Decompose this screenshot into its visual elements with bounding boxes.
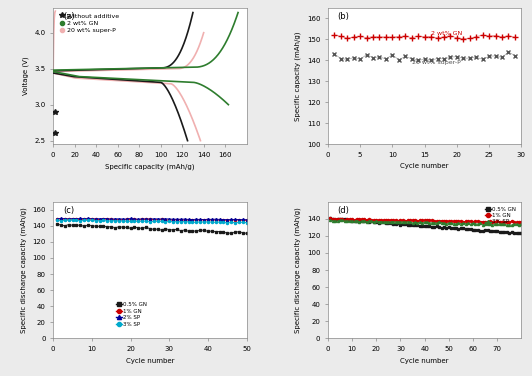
Text: 20 wt% super-P: 20 wt% super-P	[412, 60, 461, 65]
Legend: Without additive, 2 wt% GN, 20 wt% super-P: Without additive, 2 wt% GN, 20 wt% super…	[56, 11, 122, 35]
Text: (d): (d)	[338, 206, 350, 215]
Text: 2 wt% GN: 2 wt% GN	[431, 31, 462, 36]
Legend: 0.5% GN, 1% GN, 3% SP: 0.5% GN, 1% GN, 3% SP	[483, 205, 519, 227]
Y-axis label: Specific discharge capacity (mAh/g): Specific discharge capacity (mAh/g)	[295, 207, 301, 333]
Legend: 0.5% GN, 1% GN, 2% SP, 3% SP: 0.5% GN, 1% GN, 2% SP, 3% SP	[114, 300, 149, 329]
X-axis label: Specific capacity (mAh/g): Specific capacity (mAh/g)	[105, 164, 195, 170]
X-axis label: Cycle number: Cycle number	[126, 358, 174, 364]
X-axis label: Cycle number: Cycle number	[401, 164, 449, 170]
X-axis label: Cycle number: Cycle number	[401, 358, 449, 364]
Text: (b): (b)	[338, 12, 350, 21]
Text: (c): (c)	[63, 206, 74, 215]
Text: (a): (a)	[63, 12, 74, 21]
Y-axis label: Specific capacity (mAh/g): Specific capacity (mAh/g)	[295, 31, 301, 121]
Y-axis label: Specific discharge capacity (mAh/g): Specific discharge capacity (mAh/g)	[20, 207, 27, 333]
Y-axis label: Voltage (V): Voltage (V)	[22, 56, 29, 95]
